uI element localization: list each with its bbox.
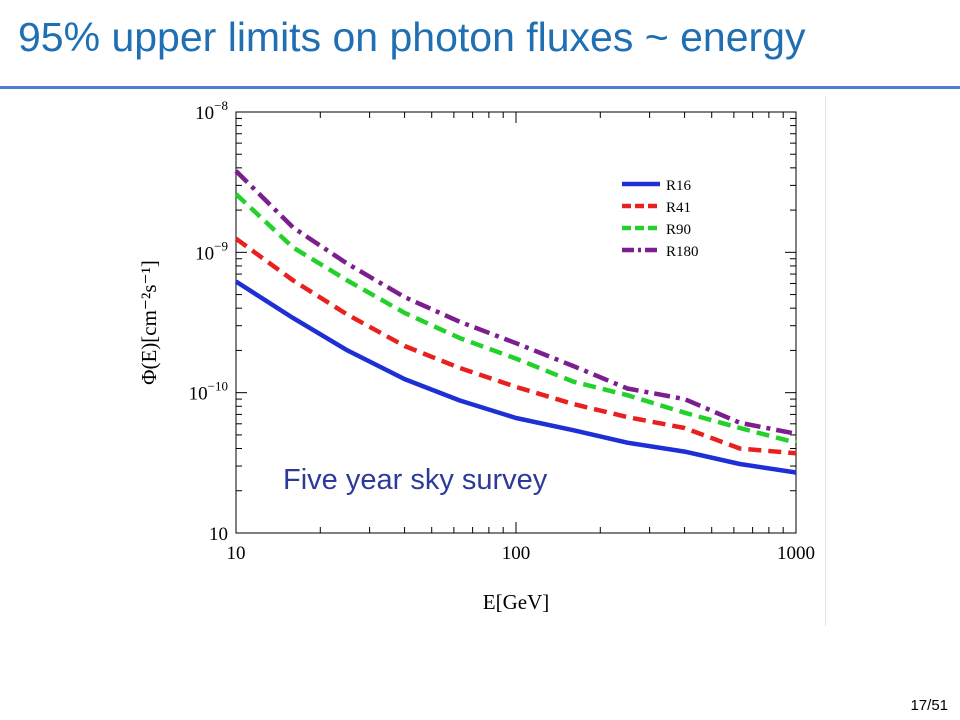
y-tick-label: 10−9	[195, 238, 228, 264]
page-number: 17/51	[910, 697, 948, 714]
y-tick-base: 10	[209, 524, 228, 545]
y-tick-label: 10	[209, 524, 228, 545]
y-tick-base: 10	[189, 384, 208, 405]
y-tick-label: 10−8	[195, 98, 228, 124]
series-line-r180	[234, 169, 797, 436]
y-tick-exponent: −10	[208, 379, 228, 394]
series-line-r41	[234, 236, 797, 456]
y-tick-base: 10	[195, 103, 214, 124]
y-tick-exponent: −8	[214, 98, 228, 113]
y-tick-base: 10	[195, 243, 214, 264]
series-line-r16	[234, 279, 797, 475]
y-axis-label: Φ(E)[cm⁻²s⁻¹]	[137, 260, 161, 385]
chart-annotation: Five year sky survey	[283, 464, 548, 496]
page-total: 51	[931, 697, 948, 714]
x-tick-label: 10	[227, 543, 246, 564]
page-current: 17	[910, 697, 928, 714]
legend-label-r180: R180	[666, 244, 699, 260]
x-tick-label: 1000	[777, 543, 815, 564]
legend-label-r90: R90	[666, 222, 691, 238]
x-tick-label: 100	[502, 543, 531, 564]
legend-label-r41: R41	[666, 200, 691, 216]
y-tick-exponent: −9	[214, 238, 228, 253]
y-tick-label: 10−10	[189, 379, 228, 405]
title-divider	[0, 86, 960, 89]
chart-panel: 10 100 1000 10−8 10−9 10−10 10 E[GeV] Φ(E)[cm⁻²s…	[130, 96, 826, 626]
flux-limits-chart: 10 100 100010−810−910−1010E[GeV]Φ(E)[cm⁻²s…	[137, 98, 815, 614]
page-separator: /	[927, 697, 932, 714]
slide-title: 95% upper limits on photon fluxes ~ ener…	[18, 14, 806, 60]
series-line-r90	[234, 192, 797, 445]
legend-label-r16: R16	[666, 178, 692, 194]
x-axis-label: E[GeV]	[483, 590, 549, 614]
